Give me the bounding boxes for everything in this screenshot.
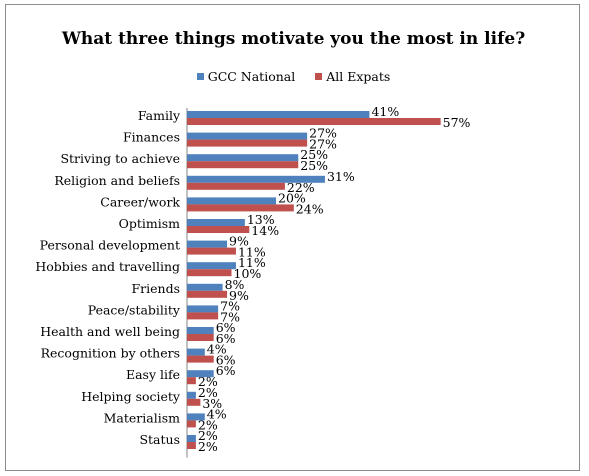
bar-all-expats-personal-development <box>187 247 236 255</box>
legend-label-gcc-national: GCC National <box>207 69 296 84</box>
bar-all-expats-health-and-well-being <box>187 334 214 341</box>
category-label-striving-to-achieve: Striving to achieve <box>60 151 180 166</box>
category-label-friends: Friends <box>131 281 180 296</box>
category-label-health-and-well-being: Health and well being <box>40 324 180 339</box>
chart-title: What three things motivate you the most … <box>61 29 526 49</box>
data-label-gcc-national-friends: 8% <box>225 277 245 292</box>
data-label-all-expats-finances: 27% <box>309 137 337 152</box>
bar-gcc-national-personal-development <box>187 240 228 248</box>
category-label-easy-life: Easy life <box>126 367 180 382</box>
data-label-gcc-national-health-and-well-being: 6% <box>216 320 236 335</box>
data-label-gcc-national-peace-stability: 7% <box>220 298 240 313</box>
bar-gcc-national-family <box>187 111 370 118</box>
data-label-all-expats-career-work: 24% <box>296 201 324 216</box>
category-label-status: Status <box>139 432 180 447</box>
bar-all-expats-status <box>187 442 196 449</box>
bar-gcc-national-striving-to-achieve <box>187 154 299 162</box>
data-label-all-expats-status: 2% <box>198 439 218 454</box>
data-label-all-expats-optimism: 14% <box>251 223 279 238</box>
chart-legend: GCC National All Expats <box>6 69 581 84</box>
bar-all-expats-finances <box>187 139 308 147</box>
category-label-personal-development: Personal development <box>40 238 180 253</box>
bar-all-expats-materialism <box>187 420 196 428</box>
chart-frame: What three things motivate you the most … <box>5 4 580 471</box>
data-label-gcc-national-finances: 27% <box>309 126 337 141</box>
data-label-gcc-national-career-work: 20% <box>278 190 306 205</box>
bar-gcc-national-status <box>187 435 196 442</box>
bar-all-expats-helping-society <box>187 398 201 406</box>
data-label-gcc-national-status: 2% <box>198 428 218 443</box>
bar-all-expats-hobbies-and-travelling <box>187 269 232 277</box>
data-label-gcc-national-family: 41% <box>371 104 399 119</box>
legend-swatch-all-expats <box>315 73 323 80</box>
bar-all-expats-peace-stability <box>187 312 219 320</box>
category-label-helping-society: Helping society <box>81 389 181 404</box>
category-label-religion-and-beliefs: Religion and beliefs <box>54 173 180 188</box>
data-label-gcc-national-recognition-by-others: 4% <box>207 342 227 357</box>
data-label-all-expats-health-and-well-being: 6% <box>216 331 236 346</box>
data-label-all-expats-hobbies-and-travelling: 10% <box>234 266 262 281</box>
data-label-all-expats-peace-stability: 7% <box>220 309 240 324</box>
data-label-all-expats-striving-to-achieve: 25% <box>300 158 328 173</box>
bar-gcc-national-peace-stability <box>187 305 219 313</box>
bar-all-expats-striving-to-achieve <box>187 161 299 169</box>
bar-gcc-national-religion-and-beliefs <box>187 175 325 183</box>
bar-gcc-national-materialism <box>187 413 205 421</box>
data-label-all-expats-personal-development: 11% <box>238 245 266 260</box>
bar-gcc-national-finances <box>187 132 308 140</box>
bar-gcc-national-friends <box>187 283 223 291</box>
category-label-hobbies-and-travelling: Hobbies and travelling <box>35 259 180 274</box>
legend-swatch-gcc-national <box>196 73 204 80</box>
bar-all-expats-easy-life <box>187 377 196 385</box>
bar-all-expats-optimism <box>187 226 250 233</box>
bar-gcc-national-optimism <box>187 219 245 226</box>
category-label-materialism: Materialism <box>104 410 181 425</box>
category-label-optimism: Optimism <box>119 216 181 231</box>
data-label-gcc-national-striving-to-achieve: 25% <box>300 147 328 162</box>
data-label-all-expats-recognition-by-others: 6% <box>216 353 236 368</box>
legend-item-all-expats: All Expats <box>315 69 390 84</box>
bar-gcc-national-easy-life <box>187 370 214 378</box>
data-label-all-expats-easy-life: 2% <box>198 374 218 389</box>
bar-gcc-national-hobbies-and-travelling <box>187 262 236 270</box>
bar-all-expats-friends <box>187 290 228 298</box>
bar-all-expats-family <box>187 118 441 125</box>
category-label-peace-stability: Peace/stability <box>88 302 181 317</box>
data-label-all-expats-religion-and-beliefs: 22% <box>287 180 315 195</box>
bar-all-expats-career-work <box>187 204 294 212</box>
bar-all-expats-religion-and-beliefs <box>187 182 285 190</box>
data-label-gcc-national-hobbies-and-travelling: 11% <box>238 255 266 270</box>
category-label-family: Family <box>138 108 181 123</box>
bar-all-expats-recognition-by-others <box>187 355 214 363</box>
data-label-gcc-national-personal-development: 9% <box>229 234 249 249</box>
data-label-gcc-national-optimism: 13% <box>247 212 275 227</box>
data-label-all-expats-family: 57% <box>443 115 471 130</box>
data-label-gcc-national-religion-and-beliefs: 31% <box>327 169 355 184</box>
legend-label-all-expats: All Expats <box>326 69 391 84</box>
data-label-gcc-national-easy-life: 6% <box>216 363 236 378</box>
bar-gcc-national-health-and-well-being <box>187 327 214 334</box>
category-label-career-work: Career/work <box>100 194 180 209</box>
data-label-all-expats-materialism: 2% <box>198 417 218 432</box>
category-label-recognition-by-others: Recognition by others <box>41 346 180 361</box>
data-label-gcc-national-materialism: 4% <box>207 406 227 421</box>
bar-gcc-national-recognition-by-others <box>187 348 205 356</box>
legend-item-gcc-national: GCC National <box>196 69 296 84</box>
data-label-all-expats-helping-society: 3% <box>202 396 222 411</box>
category-label-finances: Finances <box>123 130 180 145</box>
data-label-gcc-national-helping-society: 2% <box>198 385 218 400</box>
bar-gcc-national-helping-society <box>187 391 196 399</box>
bar-gcc-national-career-work <box>187 197 276 205</box>
data-label-all-expats-friends: 9% <box>229 288 249 303</box>
